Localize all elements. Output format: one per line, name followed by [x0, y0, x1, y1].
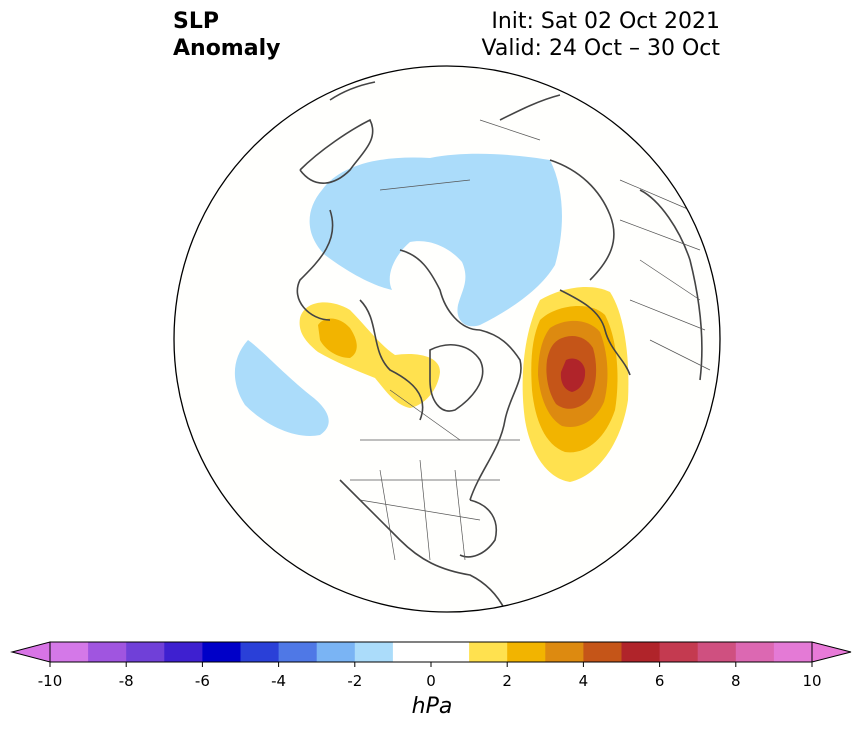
colorbar-segment — [659, 642, 699, 662]
colorbar-tick-label: 6 — [654, 672, 665, 690]
negative-anomaly-north-pacific — [234, 340, 329, 436]
negative-anomaly-eurasia-arctic — [309, 153, 562, 327]
colorbar-segment — [50, 642, 89, 662]
colorbar-segment — [621, 642, 661, 662]
colorbar-tick-label: 10 — [802, 672, 822, 690]
colorbar-tick-label: -2 — [347, 672, 363, 690]
colorbar-segment — [469, 642, 508, 662]
forecast-info: Init: Sat 02 Oct 2021 Valid: 24 Oct – 30… — [482, 8, 720, 62]
colorbar-tick-label: 4 — [578, 672, 589, 690]
init-date: Init: Sat 02 Oct 2021 — [491, 9, 720, 34]
colorbar-tick-label: 8 — [731, 672, 741, 690]
colorbar-tick-label: 2 — [502, 672, 512, 690]
colorbar-tick-label: -4 — [271, 672, 287, 690]
colorbar-tick-label: 0 — [426, 672, 436, 690]
map-boundary — [173, 65, 721, 613]
colorbar-tick-label: -6 — [194, 672, 210, 690]
colorbar-segment — [126, 642, 165, 662]
colorbar-extend-high — [811, 641, 852, 663]
colorbar-segment — [164, 642, 203, 662]
positive-anomaly-north-atlantic-5 — [560, 358, 586, 392]
valid-range: Valid: 24 Oct – 30 Oct — [481, 36, 720, 61]
coastlines — [296, 81, 703, 611]
colorbar-segment — [773, 642, 813, 662]
colorbar-segment — [202, 642, 241, 662]
colorbar-segment — [431, 642, 470, 662]
colorbar-segment — [583, 642, 622, 662]
title-line-2: Anomaly — [173, 36, 281, 61]
colorbar-segment — [354, 642, 394, 662]
colorbar-segment — [240, 642, 280, 662]
colorbar-unit-label: hPa — [411, 694, 453, 719]
colorbar-segment — [392, 642, 432, 662]
colorbar-segment — [507, 642, 546, 662]
colorbar-segment — [697, 642, 737, 662]
colorbar-extend-low — [10, 641, 51, 663]
colorbar-tick-label: -10 — [37, 672, 63, 690]
colorbar-segment — [316, 642, 356, 662]
political-borders — [350, 119, 711, 561]
positive-anomaly-alaska-canada-core — [318, 318, 357, 358]
colorbar-tick-label: -8 — [118, 672, 134, 690]
colorbar-segment — [88, 642, 127, 662]
colorbar — [10, 641, 852, 667]
colorbar-segment — [735, 642, 775, 662]
title-line-1: SLP — [173, 9, 219, 34]
plot-title: SLP Anomaly — [173, 8, 280, 62]
colorbar-segment — [545, 642, 584, 662]
anomaly-shading — [234, 153, 629, 482]
colorbar-segment — [278, 642, 318, 662]
map-disc — [174, 66, 720, 612]
